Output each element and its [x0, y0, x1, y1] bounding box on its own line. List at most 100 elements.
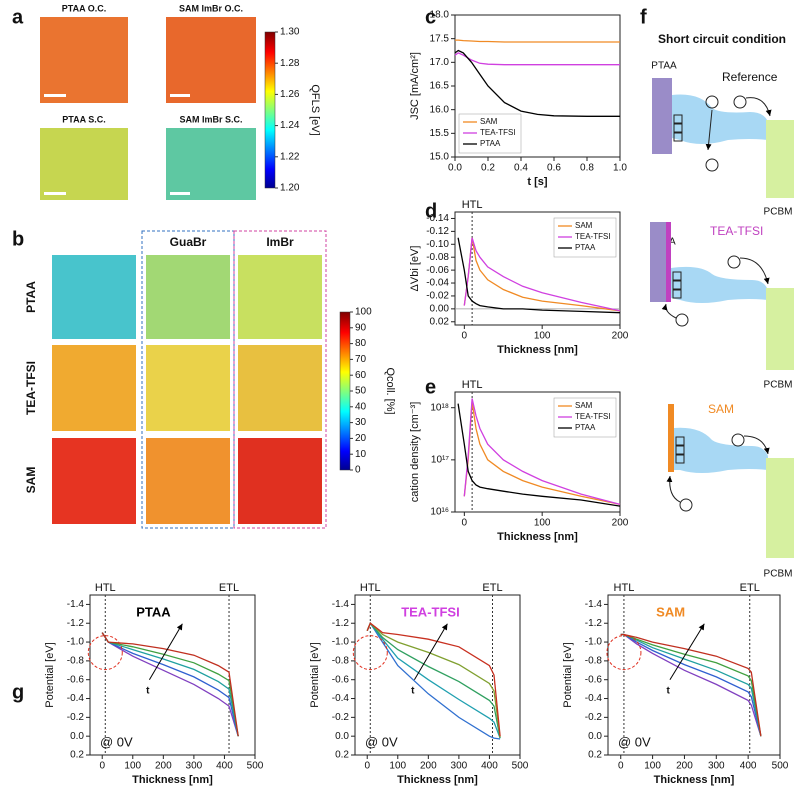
arrow-label: t — [146, 686, 150, 697]
y-tick-label: -1.4 — [585, 599, 603, 610]
dashed-box — [233, 230, 327, 529]
colorbar-label: Qcoll. [%] — [384, 367, 396, 414]
trend-arrow — [148, 623, 183, 681]
map-image — [166, 17, 256, 103]
x-tick-label: 300 — [451, 761, 468, 772]
x-axis-label: Thickness [nm] — [497, 531, 578, 543]
colorbar-tick-label: 100 — [355, 307, 372, 318]
legend-label: PTAA — [480, 139, 501, 148]
y-axis-label: cation density [cm⁻³] — [409, 402, 421, 503]
x-tick-label: 0.2 — [481, 163, 495, 174]
column-header: GuaBr — [170, 235, 207, 249]
y-tick-label: 0.2 — [588, 750, 602, 761]
x-tick-label: 500 — [512, 761, 529, 772]
y-tick-label: -0.06 — [426, 265, 449, 276]
trend-arrow — [669, 623, 705, 681]
colorbar-tick-label: 20 — [355, 433, 367, 444]
y-tick-label: -1.2 — [585, 618, 603, 629]
highlight-circle — [87, 635, 123, 671]
highlight-circle — [352, 635, 388, 671]
annotation-label: HTL — [95, 582, 116, 594]
scale-bar — [170, 94, 190, 97]
y-tick-label: -0.02 — [426, 291, 449, 302]
y-tick-label: -0.2 — [585, 712, 603, 723]
series-line — [455, 39, 620, 43]
row-header: TEA-TFSI — [24, 361, 38, 415]
plot-frame — [607, 594, 781, 756]
map-image — [166, 128, 256, 200]
y-tick-label: -0.14 — [426, 213, 449, 224]
series-line — [454, 49, 620, 117]
colorbar-tick-label: 1.20 — [280, 183, 300, 194]
plot-frame — [89, 594, 256, 756]
arrow-label: t — [666, 686, 670, 697]
colorbar-tick-label: 0 — [355, 465, 361, 476]
panel-label: f — [640, 6, 647, 28]
htl-layer — [652, 78, 672, 154]
image-title: SAM ImBr O.C. — [179, 3, 243, 13]
y-tick-label: 16.5 — [430, 81, 450, 92]
series-line — [463, 398, 621, 506]
htl-layer — [650, 222, 666, 302]
y-tick-label: -0.6 — [332, 674, 350, 685]
x-tick-label: 500 — [247, 761, 264, 772]
layer-label: PCBM — [764, 569, 793, 580]
image-title: SAM ImBr S.C. — [179, 114, 242, 124]
y-axis-label: ΔVbi [eV] — [409, 246, 421, 292]
chart-title: TEA-TFSI — [401, 604, 460, 619]
x-tick-label: 0 — [462, 518, 468, 529]
colorbar-tick-label: 40 — [355, 401, 367, 412]
map-image — [238, 438, 322, 524]
y-tick-label: 10¹⁷ — [431, 454, 449, 465]
x-axis-label: Thickness [nm] — [654, 774, 735, 786]
legend-box — [553, 217, 617, 258]
y-tick-label: -0.12 — [426, 226, 449, 237]
y-tick-label: -0.8 — [67, 656, 85, 667]
panel-label: a — [12, 6, 24, 28]
y-axis-label: JSC [mA/cm²] — [409, 52, 421, 120]
series-line — [101, 632, 239, 737]
colorbar-tick-label: 30 — [355, 417, 367, 428]
y-tick-label: 16.0 — [430, 104, 450, 115]
colorbar-tick-label: 80 — [355, 338, 367, 349]
scale-bar — [170, 192, 190, 195]
highlight-circle — [606, 635, 642, 671]
panel-label: g — [12, 681, 24, 703]
colorbar-tick-label: 1.24 — [280, 120, 300, 131]
y-tick-label: -1.4 — [67, 599, 85, 610]
series-line — [101, 632, 239, 737]
y-axis-label: Potential [eV] — [44, 642, 56, 707]
y-tick-label: -0.08 — [426, 252, 449, 263]
map-image — [40, 128, 128, 200]
perovskite-band — [674, 427, 768, 473]
trend-arrow — [413, 623, 448, 681]
y-tick-label: -0.6 — [585, 674, 603, 685]
x-tick-label: 200 — [612, 518, 629, 529]
panel-f: Short circuit condition PTAA Reference P… — [650, 32, 794, 580]
y-tick-label: 0.0 — [588, 731, 602, 742]
chart-title: PTAA — [136, 604, 171, 619]
etl-layer — [766, 120, 794, 198]
plot-frame — [354, 594, 521, 756]
sam-layer — [668, 404, 674, 472]
image-title: PTAA S.C. — [62, 114, 106, 124]
x-tick-label: 200 — [420, 761, 437, 772]
x-axis-label: Thickness [nm] — [397, 774, 478, 786]
series-line — [457, 237, 621, 314]
colorbar-tick-label: 90 — [355, 322, 367, 333]
x-tick-label: 200 — [155, 761, 172, 772]
perovskite-band — [671, 266, 768, 303]
map-image — [52, 345, 136, 431]
panel-b: GuaBr ImBr PTAA TEA-TFSI SAM — [24, 230, 327, 529]
colorbar-tick-label: 60 — [355, 370, 367, 381]
y-tick-label: -0.4 — [67, 693, 85, 704]
charge-symbols — [661, 95, 772, 512]
y-tick-label: -0.04 — [426, 278, 449, 289]
chart-title: SAM — [656, 604, 685, 619]
y-tick-label: -1.2 — [332, 618, 350, 629]
dashed-box — [141, 230, 235, 529]
x-tick-label: 1.0 — [613, 163, 627, 174]
x-tick-label: 200 — [612, 331, 629, 342]
etl-layer — [766, 288, 794, 370]
